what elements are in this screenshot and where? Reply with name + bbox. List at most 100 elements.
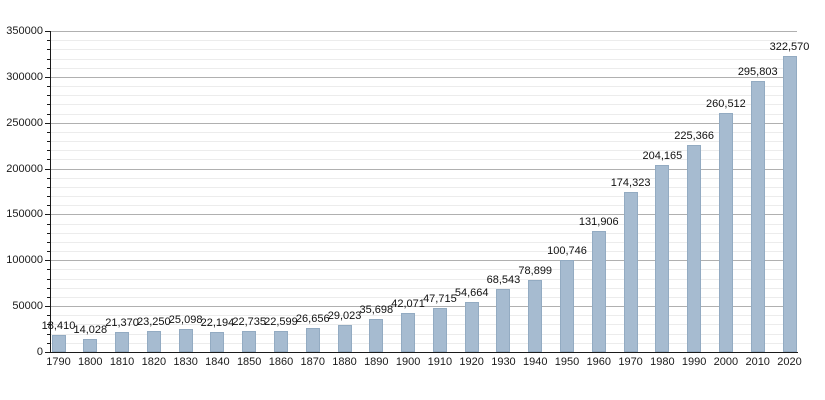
y-minor-tick xyxy=(47,324,50,326)
minor-gridline xyxy=(50,205,797,207)
y-minor-tick xyxy=(47,241,50,243)
minor-gridline xyxy=(50,159,797,161)
y-tick-label: 50000 xyxy=(12,300,43,313)
y-tick-label: 0 xyxy=(36,346,43,358)
y-minor-tick xyxy=(47,251,50,253)
x-tick-label: 2000 xyxy=(713,356,739,368)
y-minor-tick xyxy=(47,150,50,152)
bar-value-label: 54,664 xyxy=(454,286,489,299)
y-tick-label: 150000 xyxy=(6,208,43,221)
bar-value-label: 29,023 xyxy=(327,310,362,323)
bar-value-label: 322,570 xyxy=(769,41,810,54)
y-tick-label: 350000 xyxy=(6,25,43,37)
bar-value-label: 100,746 xyxy=(547,244,587,257)
bar xyxy=(210,331,225,352)
bar-value-label: 78,899 xyxy=(518,264,553,277)
bar-value-label: 131,906 xyxy=(578,216,619,229)
y-minor-tick xyxy=(47,196,50,198)
y-major-tick xyxy=(45,306,50,308)
bar-value-label: 47,715 xyxy=(423,293,457,306)
minor-gridline xyxy=(50,67,797,69)
minor-gridline xyxy=(50,58,797,60)
major-gridline xyxy=(50,168,797,170)
bar-value-label: 174,323 xyxy=(610,177,651,190)
bar xyxy=(432,308,447,352)
minor-gridline xyxy=(50,95,797,97)
major-gridline xyxy=(50,76,797,78)
bar-value-label: 22,599 xyxy=(264,316,298,329)
x-tick-label: 1980 xyxy=(650,356,675,368)
bar xyxy=(305,327,320,352)
major-gridline xyxy=(50,306,797,308)
y-minor-tick xyxy=(47,159,50,161)
minor-gridline xyxy=(50,86,797,88)
bar-value-label: 22,194 xyxy=(200,316,235,329)
y-minor-tick xyxy=(47,186,50,188)
y-tick-label: 300000 xyxy=(6,70,43,83)
bar xyxy=(369,319,384,352)
y-minor-tick xyxy=(47,86,50,88)
minor-gridline xyxy=(50,196,797,198)
x-tick-label: 1880 xyxy=(332,356,357,368)
bar-value-label: 22,735 xyxy=(232,316,267,329)
bar-value-label: 25,098 xyxy=(168,313,203,326)
minor-gridline xyxy=(50,186,797,188)
y-minor-tick xyxy=(47,223,50,225)
bar xyxy=(464,301,479,352)
minor-gridline xyxy=(50,287,797,289)
y-minor-tick xyxy=(47,95,50,97)
bar xyxy=(51,335,66,352)
y-minor-tick xyxy=(47,49,50,51)
bar xyxy=(83,339,98,352)
minor-gridline xyxy=(50,269,797,271)
minor-gridline xyxy=(50,223,797,225)
bar xyxy=(718,113,733,352)
y-minor-tick xyxy=(47,287,50,289)
minor-gridline xyxy=(50,49,797,51)
y-minor-tick xyxy=(47,67,50,69)
bar-value-label: 26,656 xyxy=(295,312,330,325)
y-minor-tick xyxy=(47,342,50,344)
y-minor-tick xyxy=(47,333,50,335)
x-tick-label: 1850 xyxy=(236,356,262,368)
minor-gridline xyxy=(50,251,797,253)
x-tick-label: 1800 xyxy=(78,356,103,368)
y-minor-tick xyxy=(47,205,50,207)
bar xyxy=(273,331,288,352)
x-tick-label: 2010 xyxy=(745,356,770,368)
x-tick-label: 1960 xyxy=(586,356,612,368)
bar xyxy=(115,332,130,352)
x-tick-label: 1910 xyxy=(427,356,453,368)
x-tick-label: 1840 xyxy=(205,356,230,368)
bar-value-label: 295,803 xyxy=(737,65,778,78)
x-tick-label: 1870 xyxy=(300,356,325,368)
minor-gridline xyxy=(50,232,797,234)
bar-value-label: 204,165 xyxy=(642,149,683,162)
minor-gridline xyxy=(50,296,797,298)
y-minor-tick xyxy=(47,269,50,271)
y-major-tick xyxy=(45,31,50,32)
y-tick-label: 200000 xyxy=(6,162,43,175)
x-tick-label: 1970 xyxy=(618,356,643,368)
bar xyxy=(496,289,511,352)
x-tick-label: 1950 xyxy=(554,356,580,368)
minor-gridline xyxy=(50,113,797,115)
minor-gridline xyxy=(50,342,797,344)
y-minor-tick xyxy=(47,315,50,317)
minor-gridline xyxy=(50,40,797,42)
y-minor-tick xyxy=(47,40,50,42)
bar xyxy=(623,192,638,352)
bar-value-label: 42,071 xyxy=(391,298,425,311)
minor-gridline xyxy=(50,315,797,317)
bar-value-label: 23,250 xyxy=(137,315,171,328)
bar xyxy=(146,330,161,352)
major-gridline xyxy=(50,31,797,32)
bar xyxy=(242,331,257,352)
bar xyxy=(782,56,797,352)
y-minor-tick xyxy=(47,113,50,115)
major-gridline xyxy=(50,122,797,124)
x-axis-line xyxy=(50,352,798,353)
bar-value-label: 68,543 xyxy=(486,274,521,287)
y-major-tick xyxy=(45,260,50,262)
